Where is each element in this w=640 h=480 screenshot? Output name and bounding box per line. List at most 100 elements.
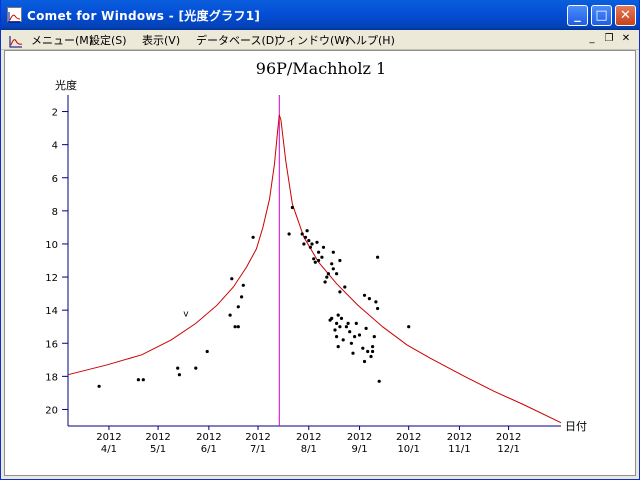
y-tick-label: 14 [45,306,58,317]
observation-point [335,335,339,339]
menu-bar: メニュー(M) 設定(S) 表示(V) データベース(D) ウィンドウ(W) ヘ… [1,30,639,50]
minimize-icon: _ [574,8,581,23]
observation-point [331,250,335,254]
observation-point [310,242,314,246]
x-tick-label-date: 12/1 [497,444,519,455]
chart-title: 96P/Machholz 1 [255,59,387,78]
menu-database[interactable]: データベース(D) [196,34,279,47]
window-title: Comet for Windows - [光度グラフ1] [27,9,261,23]
observation-point [320,255,324,259]
observation-point [323,280,327,284]
x-tick-label-date: 8/1 [301,444,317,455]
predicted-light-curve [67,114,562,424]
observation-point [330,316,334,320]
observation-point [338,258,342,263]
observation-point [336,345,340,349]
observation-point [361,346,365,350]
observation-point [305,229,309,233]
observation-point [205,349,209,354]
observation-point [354,321,358,325]
x-axis-label: 日付 [565,420,587,433]
mdi-restore-icon[interactable]: ❐ [604,33,614,44]
observation-point [371,349,375,354]
light-curve-chart: 2468101214161820光度20124/120125/120126/12… [45,78,587,455]
observation-point [97,384,101,388]
observation-point [317,250,321,254]
observation-point [236,325,240,329]
minimize-button[interactable]: _ [567,5,588,26]
observation-point [346,321,350,325]
observation-point [287,232,291,236]
title-bar[interactable]: Comet for Windows - [光度グラフ1] _ □ ✕ [1,0,639,30]
x-tick-label-year: 2012 [96,432,121,443]
mdi-minimize-icon[interactable]: _ [589,33,595,44]
observation-point [343,285,347,289]
observation-point [407,325,411,329]
observation-point [300,232,304,236]
observation-point [333,328,337,332]
observation-point [336,313,340,317]
observation-point [374,300,378,304]
observation-point [330,262,334,266]
observation-point [362,359,367,364]
menu-settings[interactable]: 設定(S) [89,34,127,47]
x-tick-label-date: 10/1 [397,444,419,455]
mdi-close-icon[interactable]: ✕ [621,33,631,44]
app-chart-icon[interactable] [7,7,22,23]
observation-point [335,272,339,276]
x-tick-label-date: 4/1 [101,444,117,455]
menu-window[interactable]: ウィンドウ(W) [275,34,350,47]
y-tick-label: 12 [45,273,58,284]
observation-point [348,330,352,334]
maximize-icon: □ [595,8,608,23]
y-tick-label: 4 [52,141,58,152]
document-chart-icon[interactable] [9,33,23,48]
observation-point [331,267,335,271]
x-tick-label-year: 2012 [296,432,321,443]
x-tick-label-year: 2012 [396,432,421,443]
observation-point [341,338,345,342]
observation-point [141,378,145,382]
observation-point [136,378,140,382]
observation-point [236,305,240,309]
observation-point [228,313,232,317]
observation-point [302,242,306,246]
menu-view[interactable]: 表示(V) [142,34,181,47]
observation-point [339,316,344,320]
observation-point [326,272,330,276]
menu-help[interactable]: ヘルプ(H) [345,34,395,47]
x-tick-label-year: 2012 [347,432,372,443]
annotation-mark: v [183,309,189,319]
observation-point [321,245,326,249]
y-tick-label: 2 [52,108,58,119]
close-button[interactable]: ✕ [615,5,636,26]
observation-point [376,255,380,259]
y-tick-label: 10 [45,240,58,251]
observation-point [362,293,367,297]
observation-point [315,240,319,244]
observation-point [177,373,181,377]
x-tick-label-year: 2012 [496,432,521,443]
observation-point [351,351,355,355]
y-tick-label: 18 [45,372,58,383]
observation-point [303,235,308,239]
y-tick-label: 6 [52,174,58,185]
observation-point [372,335,376,339]
menu-menu[interactable]: メニュー(M) [31,34,94,47]
observation-point [317,258,321,263]
observation-point [357,333,362,337]
observation-point [369,354,373,359]
observation-point [366,349,370,354]
observation-point [230,277,234,281]
observation-point [364,326,368,330]
observation-point [377,379,381,383]
maximize-button[interactable]: □ [591,5,612,26]
y-tick-label: 20 [45,405,58,416]
x-tick-label-date: 6/1 [201,444,217,455]
observation-point [312,257,316,261]
y-tick-label: 8 [52,207,58,218]
observation-point [325,275,329,279]
x-tick-label-year: 2012 [245,432,270,443]
observation-point [344,325,348,329]
